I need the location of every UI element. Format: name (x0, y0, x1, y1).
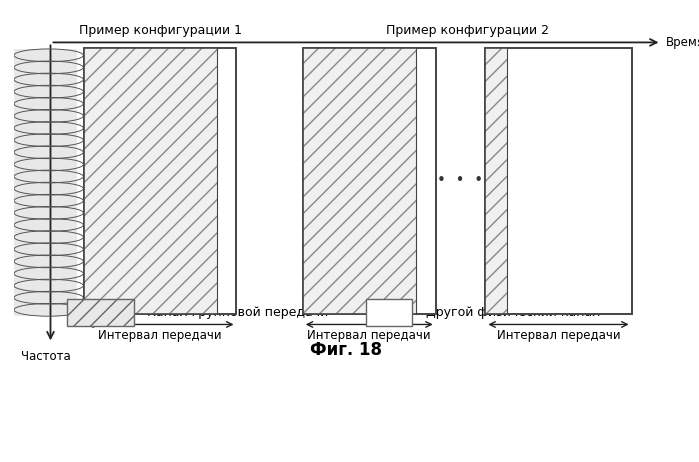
Bar (84, 48, 236, 314)
Bar (303, 48, 416, 314)
Bar (485, 48, 632, 314)
Bar (303, 48, 435, 314)
Text: Фиг. 18: Фиг. 18 (310, 341, 382, 359)
Text: Время: Время (666, 36, 699, 49)
Text: Интервал передачи: Интервал передачи (308, 328, 431, 341)
Bar (303, 48, 435, 314)
Bar (84, 48, 217, 314)
Bar (485, 48, 507, 314)
Bar (485, 48, 632, 314)
Text: Пример конфигурации 2: Пример конфигурации 2 (386, 24, 549, 37)
Bar (67, 299, 134, 326)
Text: Другой физический канал: Другой физический канал (426, 306, 600, 319)
Text: Канал групповой передачи: Канал групповой передачи (147, 306, 328, 319)
Text: Частота: Частота (21, 350, 71, 363)
Bar (84, 48, 236, 314)
Text: Интервал передачи: Интервал передачи (99, 328, 222, 341)
Text: Пример конфигурации 1: Пример конфигурации 1 (78, 24, 242, 37)
Bar (14, 49, 77, 316)
Text: Интервал передачи: Интервал передачи (497, 328, 620, 341)
Bar (366, 299, 412, 326)
Text: •  •  •: • • • (438, 173, 484, 188)
